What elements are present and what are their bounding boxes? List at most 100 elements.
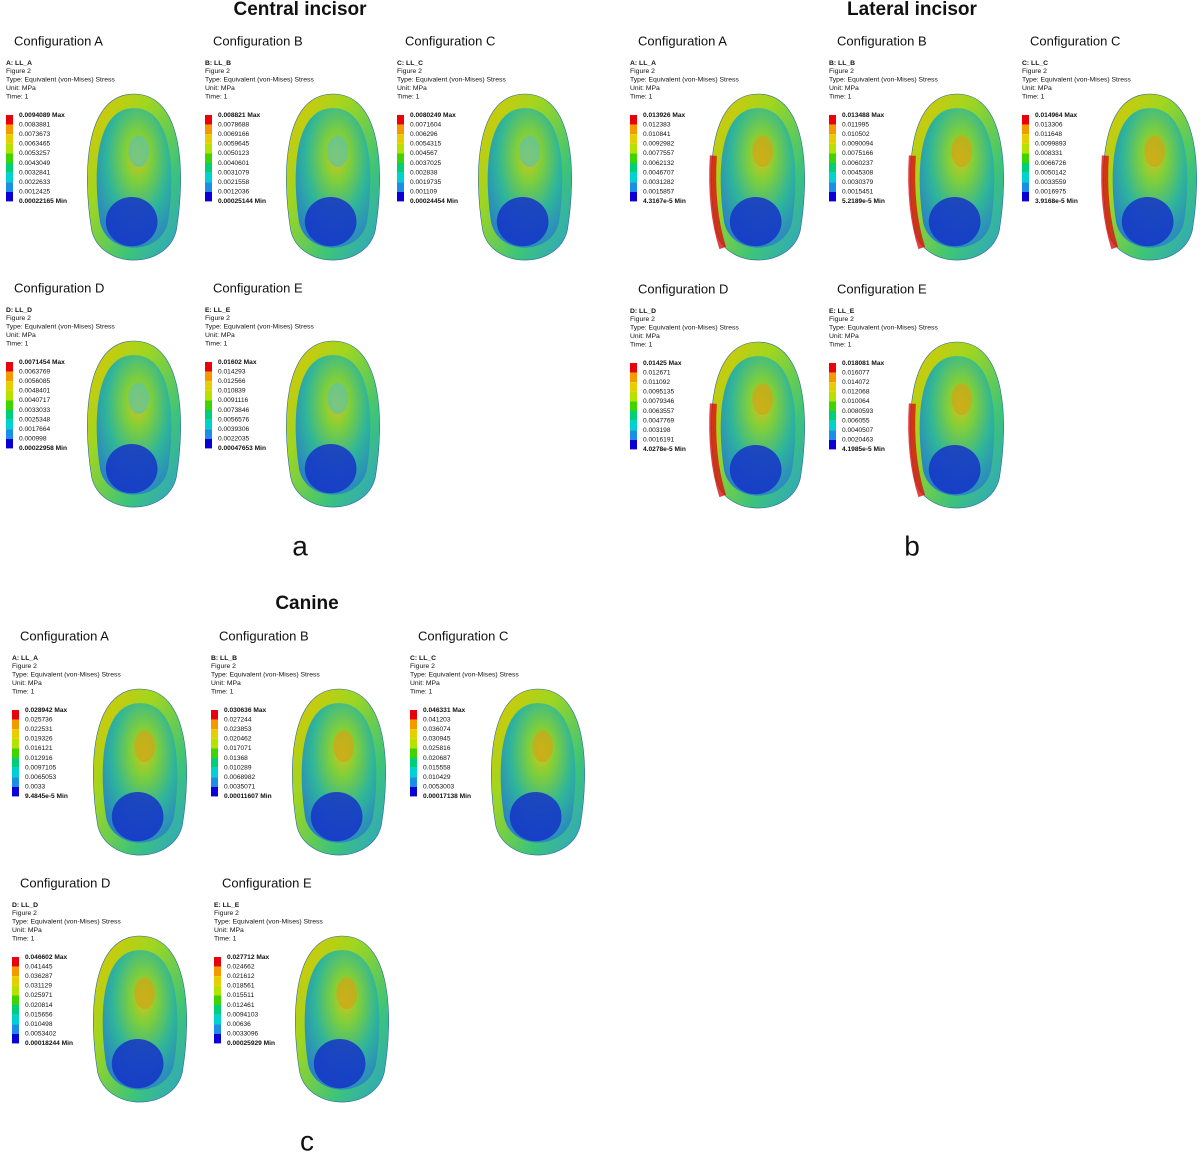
legend-label: 0.0063557 (643, 408, 675, 415)
legend-label: 0.0016975 (1035, 189, 1067, 196)
legend-label: 0.027712 Max (227, 954, 269, 961)
legend-label: 0.01368 (224, 755, 248, 762)
legend-swatch (829, 182, 836, 192)
tooth-high-stress (519, 135, 541, 168)
legend-label: 0.013488 Max (842, 112, 884, 119)
legend-label: 0.011995 (842, 121, 869, 128)
legend-label: 0.013926 Max (643, 112, 685, 119)
legend-swatch (410, 777, 417, 787)
legend-swatch (630, 439, 637, 450)
legend-swatch (829, 420, 836, 431)
legend-swatch (630, 143, 637, 154)
legend-header: Time: 1 (12, 935, 35, 942)
legend-header: Unit: MPa (1022, 85, 1052, 92)
legend-swatch (1022, 191, 1029, 202)
legend-label: 0.0017664 (19, 426, 51, 433)
legend-swatch (12, 710, 19, 720)
tooth-low-stress (304, 196, 357, 247)
legend-header: B: LL_B (211, 655, 237, 662)
legend-swatch (12, 1005, 19, 1015)
legend-label: 4.1985e-5 Min (842, 446, 885, 453)
legend-swatch (630, 382, 637, 392)
legend-swatch (205, 400, 212, 410)
legend-swatch (6, 410, 13, 420)
legend-label: 0.011648 (1035, 131, 1062, 138)
legend-header: Type: Equivalent (von-Mises) Stress (829, 325, 938, 332)
legend-header: Unit: MPa (829, 333, 859, 340)
legend-label: 0.0053257 (19, 150, 51, 157)
legend-label: 0.0033096 (227, 1031, 259, 1038)
legend-swatch (829, 372, 836, 383)
legend-swatch (12, 1024, 19, 1034)
legend-swatch (630, 182, 637, 192)
legend-header: Time: 1 (211, 688, 234, 695)
legend-header: Unit: MPa (397, 85, 427, 92)
legend-swatch (6, 419, 13, 430)
legend-header: Type: Equivalent (von-Mises) Stress (205, 77, 314, 84)
legend-header: Time: 1 (1022, 93, 1045, 100)
legend-label: 0.041445 (25, 963, 53, 970)
legend-swatch (630, 124, 637, 135)
tooth-low-stress (496, 196, 549, 247)
legend-swatch (214, 976, 221, 986)
legend-header: D: LL_D (630, 308, 656, 315)
legend-swatch (6, 438, 13, 449)
legend-label: 0.0083881 (19, 121, 51, 128)
legend-swatch (6, 390, 13, 401)
legend-label: 0.00011607 Min (224, 793, 272, 800)
legend-label: 0.0090094 (842, 141, 874, 148)
legend-swatch (6, 143, 13, 154)
tooth-low-stress (928, 444, 981, 495)
config-label: Configuration E (837, 281, 927, 296)
tooth-low-stress (111, 1038, 164, 1089)
legend-swatch (12, 777, 19, 787)
legend-header: Unit: MPa (205, 85, 235, 92)
legend-label: 0.0066726 (1035, 160, 1067, 167)
tooth-low-stress (105, 443, 158, 494)
legend-swatch (1022, 124, 1029, 135)
legend-label: 3.9168e-5 Min (1035, 198, 1078, 205)
legend-swatch (205, 438, 212, 449)
legend-swatch (829, 439, 836, 450)
legend-label: 0.011092 (643, 379, 670, 386)
legend-swatch (829, 153, 836, 163)
legend-header: Type: Equivalent (von-Mises) Stress (6, 324, 115, 331)
legend-label: 0.046331 Max (423, 707, 465, 714)
legend-swatch (12, 748, 19, 758)
legend-header: Figure 2 (12, 910, 37, 917)
tooth-high-stress (134, 730, 156, 763)
legend-header: Unit: MPa (829, 85, 859, 92)
legend-label: 0.012461 (227, 1002, 255, 1009)
legend-label: 0.0033559 (1035, 179, 1067, 186)
legend-label: 0.001109 (410, 189, 437, 196)
figure-label: b (904, 530, 920, 561)
legend-label: 0.010841 (643, 131, 671, 138)
legend-swatch (630, 363, 637, 373)
legend-label: 0.0015451 (842, 189, 874, 196)
legend-label: 0.0031282 (643, 179, 675, 186)
legend-label: 0.014072 (842, 379, 870, 386)
legend-label: 0.028942 Max (25, 707, 67, 714)
legend-label: 0.00022958 Min (19, 445, 67, 452)
legend-swatch (12, 786, 19, 797)
legend-swatch (12, 738, 19, 749)
legend-header: Unit: MPa (410, 680, 440, 687)
legend-label: 0.00025144 Min (218, 198, 266, 205)
tooth-low-stress (729, 196, 782, 247)
tooth-high-stress (134, 977, 156, 1010)
legend-header: E: LL_E (214, 902, 240, 909)
legend-swatch (211, 729, 218, 739)
legend-header: Type: Equivalent (von-Mises) Stress (829, 77, 938, 84)
tooth-low-stress (105, 196, 158, 247)
tooth-edge (908, 403, 926, 498)
legend-label: 0.015558 (423, 764, 451, 771)
legend-label: 0.0048401 (19, 388, 51, 395)
legend-label: 0.020687 (423, 755, 451, 762)
legend-label: 0.0097105 (25, 764, 57, 771)
legend-label: 0.0040507 (842, 427, 874, 434)
